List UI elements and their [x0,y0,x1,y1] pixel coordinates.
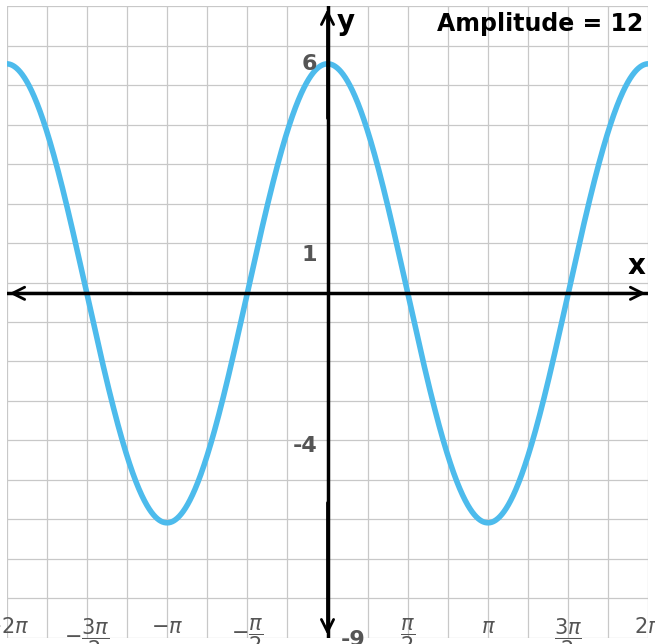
Text: 1: 1 [302,245,317,265]
Text: $\dfrac{\pi}{2}$: $\dfrac{\pi}{2}$ [400,616,415,644]
Text: $\dfrac{3\pi}{2}$: $\dfrac{3\pi}{2}$ [554,616,582,644]
Text: -9: -9 [340,630,365,644]
Text: $\pi$: $\pi$ [481,616,495,636]
Text: x: x [628,252,646,280]
Text: Amplitude = 12: Amplitude = 12 [437,12,643,36]
Text: $-\dfrac{3\pi}{2}$: $-\dfrac{3\pi}{2}$ [64,616,109,644]
Text: y: y [337,8,355,36]
Text: $2\pi$: $2\pi$ [635,616,655,636]
Text: $-\pi$: $-\pi$ [151,616,183,636]
Text: $-2\pi$: $-2\pi$ [0,616,29,636]
Text: -4: -4 [293,437,317,457]
Text: 6: 6 [302,54,317,74]
Text: $-\dfrac{\pi}{2}$: $-\dfrac{\pi}{2}$ [231,616,264,644]
